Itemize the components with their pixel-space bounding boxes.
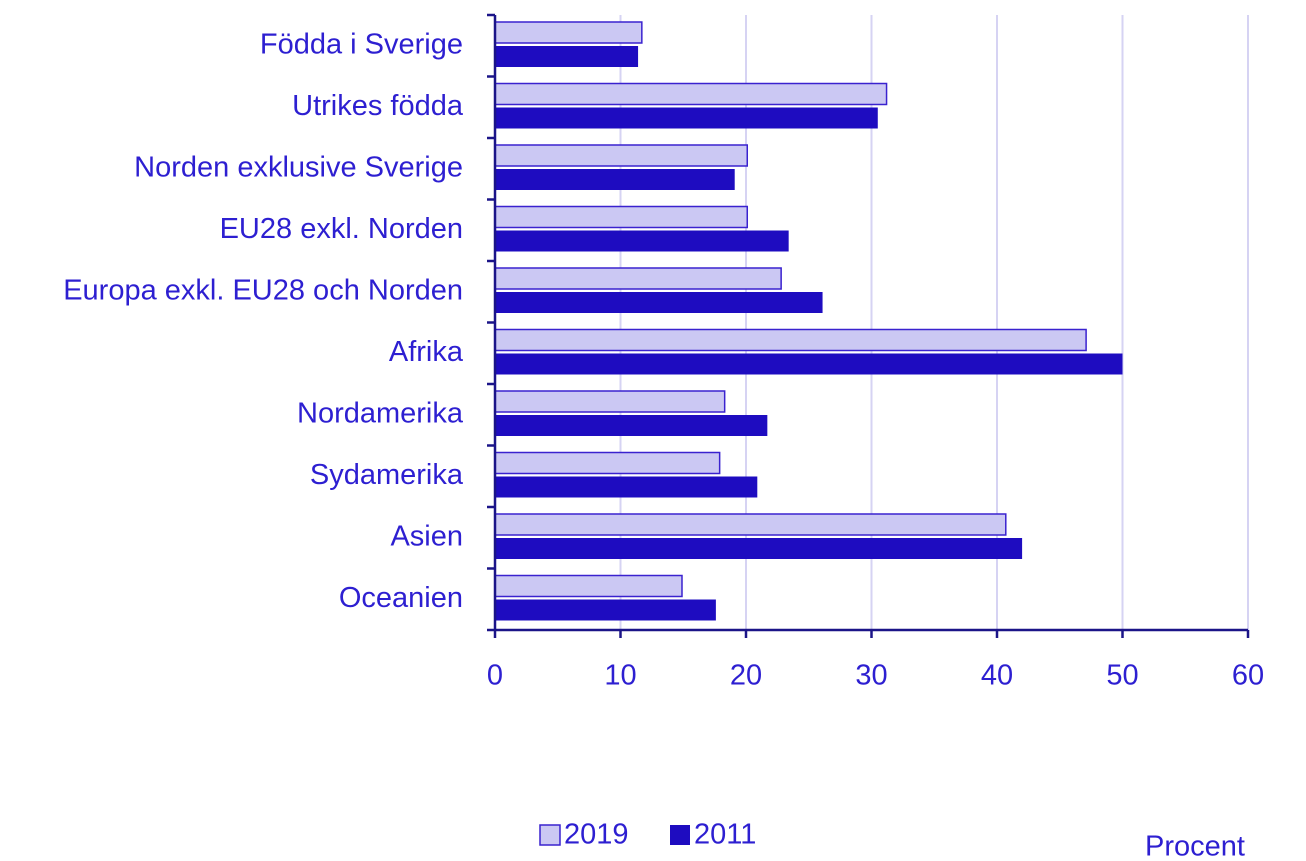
bar — [494, 144, 749, 167]
bar — [495, 599, 716, 621]
y-tick-label: Nordamerika — [297, 397, 464, 429]
y-tick-label: EU28 exkl. Norden — [220, 213, 463, 245]
y-tick-label: Födda i Sverige — [260, 28, 463, 60]
bar — [495, 292, 823, 313]
bar — [495, 107, 878, 129]
bar — [494, 574, 683, 598]
bar — [495, 46, 639, 67]
y-tick-label: Oceanien — [339, 582, 463, 614]
y-tick-label: Sydamerika — [310, 459, 464, 491]
legend-item: 2019 — [539, 819, 629, 851]
bar — [494, 21, 643, 44]
legend-swatch — [539, 824, 561, 846]
legend-label: 2019 — [564, 819, 629, 851]
bar — [494, 328, 1087, 352]
bar — [494, 267, 782, 290]
y-tick-label: Asien — [390, 520, 463, 552]
x-tick-label: 10 — [604, 660, 636, 692]
x-tick-label: 0 — [487, 660, 503, 692]
x-tick-label: 40 — [981, 660, 1013, 692]
bar — [495, 169, 735, 190]
x-tick-label: 30 — [855, 660, 887, 692]
bar — [495, 476, 758, 498]
legend-label: 2011 — [694, 819, 756, 851]
bar — [494, 205, 749, 229]
bar — [495, 538, 1023, 559]
legend-item: 2011 — [670, 819, 756, 851]
y-tick-label: Utrikes födda — [292, 90, 464, 122]
bar — [495, 230, 789, 252]
bar — [494, 451, 721, 475]
y-tick-label: Norden exklusive Sverige — [134, 151, 463, 183]
bar — [494, 82, 888, 106]
y-tick-label: Afrika — [389, 336, 464, 368]
x-axis-label: Procent — [1145, 831, 1245, 861]
y-tick-label: Europa exkl. EU28 och Norden — [63, 274, 463, 306]
x-tick-label: 60 — [1232, 660, 1264, 692]
x-tick-label: 50 — [1106, 660, 1138, 692]
bar — [495, 415, 768, 436]
bar — [494, 390, 726, 413]
bar — [495, 353, 1123, 375]
legend-swatch — [670, 825, 690, 845]
x-tick-label: 20 — [730, 660, 762, 692]
bar — [494, 513, 1007, 536]
